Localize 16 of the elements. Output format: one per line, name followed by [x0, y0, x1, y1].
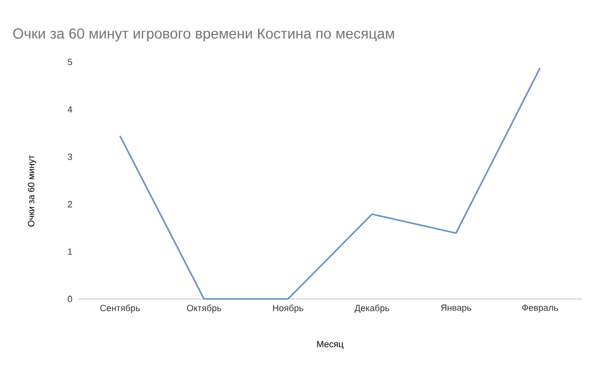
y-tick-label: 4 [68, 106, 72, 112]
x-tick-label: Ноябрь [273, 304, 304, 313]
y-tick-label: 2 [68, 201, 72, 208]
x-tick-label: Октябрь [186, 304, 222, 313]
y-axis-title: Очки за 60 минут [28, 155, 36, 227]
x-tick-label: Февраль [522, 304, 558, 313]
chart-title: Очки за 60 минут игрового времени Костина по месяцам [13, 28, 394, 42]
y-tick-label: 0 [68, 296, 72, 302]
x-tick-label: Январь [440, 304, 472, 313]
y-tick-label: 3 [68, 154, 72, 160]
line-series [119, 67, 541, 300]
x-tick-label: Сентябрь [100, 304, 140, 313]
y-tick-label: 1 [68, 248, 72, 255]
x-axis-title: Месяц [317, 340, 344, 349]
y-tick-label: 5 [68, 58, 72, 66]
x-tick-label: Декабрь [354, 304, 390, 313]
